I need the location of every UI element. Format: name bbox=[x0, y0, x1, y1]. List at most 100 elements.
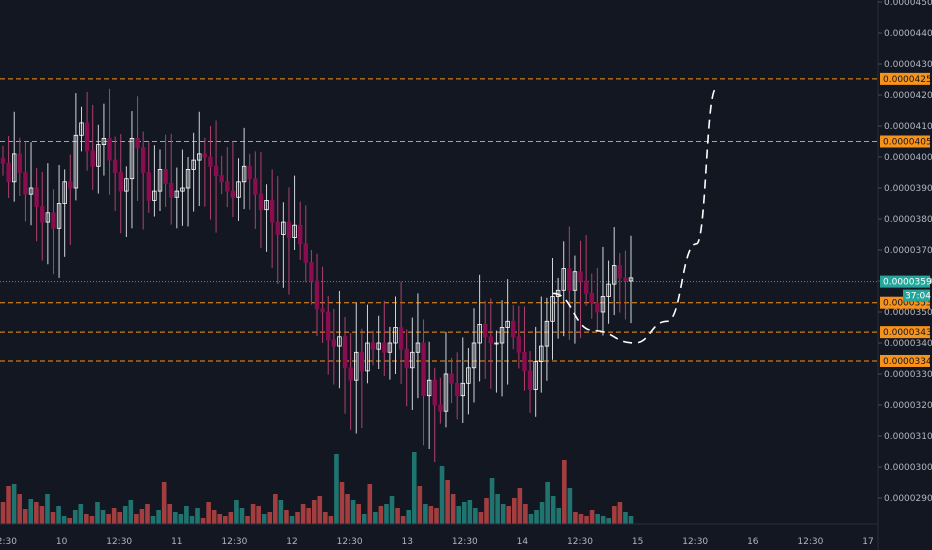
volume-bar bbox=[378, 506, 384, 524]
volume-bar bbox=[423, 504, 428, 524]
volume-bar bbox=[161, 482, 167, 524]
candle-body bbox=[449, 373, 454, 384]
volume-bar bbox=[217, 514, 223, 524]
candle-body bbox=[438, 404, 443, 412]
current-price-label: 0.00003598 bbox=[883, 278, 932, 288]
volume-bar bbox=[122, 506, 128, 524]
candle-body bbox=[410, 351, 415, 369]
volume-bar bbox=[117, 512, 123, 524]
candle-body bbox=[611, 265, 617, 285]
volume-bar bbox=[0, 502, 6, 524]
candle-body bbox=[354, 351, 359, 381]
x-tick-label: 12:30 bbox=[452, 537, 478, 547]
candle-body bbox=[202, 153, 208, 158]
volume-bar bbox=[500, 504, 506, 524]
candle-body bbox=[258, 193, 264, 211]
volume-bar bbox=[11, 484, 17, 524]
volume-bar bbox=[600, 516, 606, 524]
volume-bar bbox=[239, 508, 245, 524]
y-tick-label: 0.00002900 bbox=[884, 494, 932, 504]
level-tag-label: 0.00004252 bbox=[883, 75, 932, 85]
x-tick-label: 11 bbox=[171, 537, 182, 547]
volume-bar bbox=[373, 512, 378, 524]
volume-bar bbox=[539, 502, 545, 524]
volume-bar bbox=[278, 500, 284, 524]
level-tag bbox=[880, 326, 930, 339]
volume-bar bbox=[172, 512, 178, 524]
candle-body bbox=[595, 302, 600, 313]
candle-body bbox=[264, 199, 269, 211]
candle-body bbox=[533, 361, 538, 390]
candle-body bbox=[359, 351, 365, 372]
candle-body bbox=[101, 137, 107, 145]
candle-body bbox=[488, 336, 494, 344]
level-tag-label: 0.00004050 bbox=[883, 138, 932, 148]
candle-body bbox=[28, 187, 34, 195]
candle-body bbox=[219, 175, 224, 183]
candle-body bbox=[567, 268, 572, 291]
candle-body bbox=[483, 323, 488, 338]
candle-body bbox=[124, 178, 129, 192]
volume-bar bbox=[17, 494, 22, 524]
volume-bar bbox=[506, 506, 512, 524]
candle-body bbox=[56, 203, 62, 229]
volume-bar bbox=[495, 494, 500, 524]
x-tick-label: 12:30 bbox=[221, 537, 247, 547]
candle-body bbox=[589, 292, 594, 304]
candle-body bbox=[309, 261, 314, 282]
candle-body bbox=[269, 199, 275, 223]
x-tick-label: 12:30 bbox=[0, 537, 17, 547]
candle-body bbox=[398, 327, 404, 350]
time-axis[interactable]: 12:30 10 12:30 11 12:30 12 12:30 13 12:30 14 12:30… bbox=[0, 523, 878, 547]
volume-bar bbox=[467, 500, 473, 524]
volume-bar bbox=[206, 502, 211, 524]
volume-bar bbox=[573, 512, 578, 524]
volume-bar bbox=[523, 504, 528, 524]
volume-bar bbox=[300, 504, 306, 524]
level-tag bbox=[880, 135, 930, 148]
projection-curve bbox=[552, 88, 717, 344]
candle-body bbox=[606, 283, 611, 297]
volume-bar bbox=[556, 508, 562, 524]
volume-bar bbox=[367, 484, 373, 524]
level-tag-label: 0.00003435 bbox=[883, 328, 932, 338]
volume-bar bbox=[411, 452, 417, 524]
candle-body bbox=[247, 165, 252, 180]
volume-bar bbox=[400, 516, 406, 524]
volume-bar bbox=[128, 500, 134, 524]
x-tick-label: 15 bbox=[632, 537, 643, 547]
current-price-tag bbox=[880, 275, 930, 288]
volume-bar bbox=[256, 506, 261, 524]
volume-bar bbox=[95, 502, 100, 524]
candle-body bbox=[286, 221, 292, 239]
x-tick-label: 17 bbox=[862, 537, 873, 547]
volume-bar bbox=[45, 494, 50, 524]
volume-bar bbox=[34, 502, 39, 524]
candle-body bbox=[370, 342, 376, 350]
candle-body bbox=[208, 156, 213, 167]
candle-body bbox=[617, 265, 622, 279]
volume-bar bbox=[511, 498, 517, 524]
volume-bar bbox=[6, 486, 11, 524]
volume-bar bbox=[434, 508, 439, 524]
candle-body bbox=[471, 342, 477, 369]
x-tick-label: 12:30 bbox=[567, 537, 593, 547]
candle-body bbox=[331, 339, 337, 347]
level-tag-label: 0.00003530 bbox=[883, 299, 932, 309]
candle-body bbox=[628, 277, 634, 282]
candle-body bbox=[376, 342, 381, 350]
volume-bar bbox=[56, 506, 61, 524]
candle-body bbox=[505, 320, 510, 328]
candle-body bbox=[45, 212, 51, 223]
candle-body bbox=[292, 224, 297, 238]
candle-body bbox=[550, 296, 555, 322]
volume-bar bbox=[22, 509, 28, 524]
volume-bar bbox=[628, 516, 634, 524]
candle-body bbox=[73, 134, 79, 189]
